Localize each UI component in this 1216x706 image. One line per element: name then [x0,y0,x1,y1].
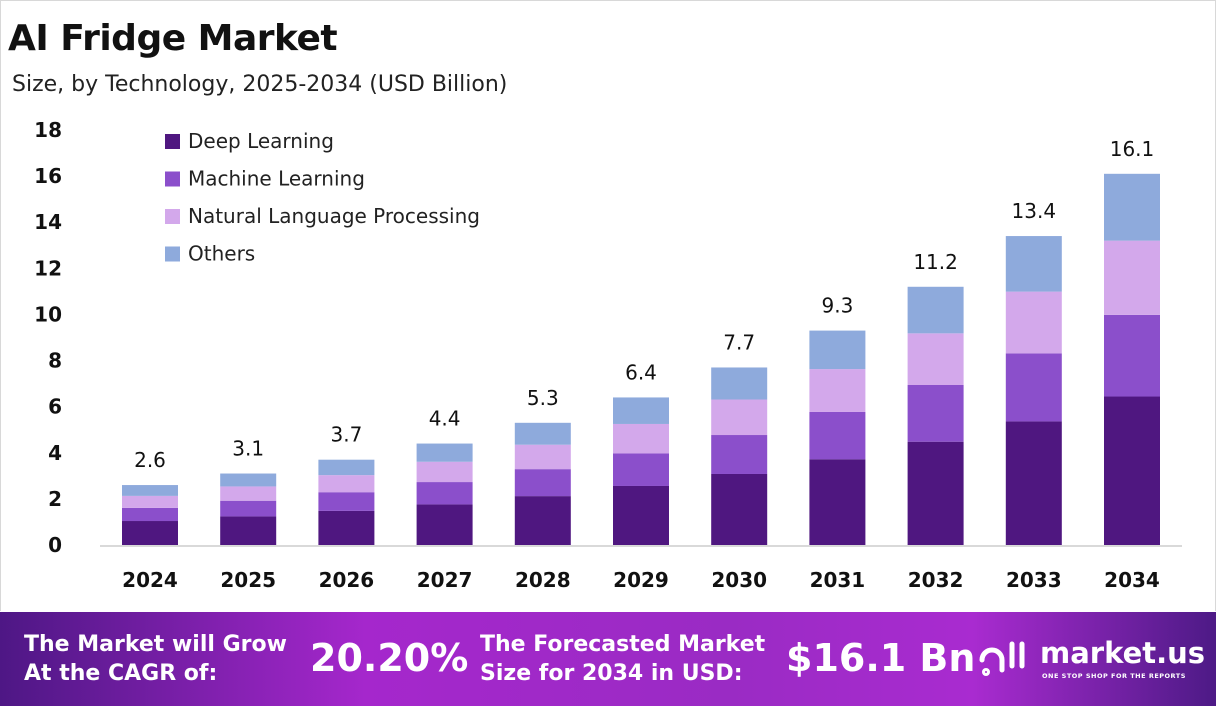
bar-segment [907,441,964,545]
bar-total-label: 2.6 [134,448,166,472]
x-tick-label: 2034 [1104,568,1160,592]
legend-swatch [165,134,180,149]
forecast-value: $16.1 Bn [786,636,976,680]
legend-label: Natural Language Processing [188,204,480,228]
bar-segment [1005,236,1062,292]
bar-segment [711,399,768,436]
bar-segment [809,330,866,370]
bar-segment [1005,421,1062,545]
bar-segment [514,469,571,497]
forecast-label-line1: The Forecasted Market [480,632,766,657]
bar-total-label: 3.1 [232,437,264,461]
stacked-bar-chart: 0 2 4 6 8 10 12 14 16 18 2.6 2024 3.1 2025 3.7 2026 4.4 2… [34,118,1182,592]
bar-segment [711,435,768,474]
bar-segment [220,500,277,517]
bar-segment [1005,353,1062,422]
y-tick-label: 4 [48,441,62,465]
bar-segment [220,516,277,545]
bar-segment [907,333,964,385]
brand-tagline: ONE STOP SHOP FOR THE REPORTS [1042,672,1186,680]
bar-total-label: 5.3 [527,386,559,410]
y-tick-label: 8 [48,349,62,373]
bar-total-label: 16.1 [1110,137,1155,161]
x-tick-label: 2030 [711,568,767,592]
x-tick-label: 2029 [613,568,669,592]
bar-segment [416,461,473,483]
bar-segment [809,369,866,412]
bar-segment [1104,396,1160,545]
legend-label: Others [188,242,255,266]
bar-segment [122,485,178,496]
bar-segment [1104,173,1160,241]
bar-segment [1005,291,1062,354]
bar-segment [514,422,571,445]
x-tick-label: 2026 [319,568,375,592]
bar-total-label: 9.3 [821,294,853,318]
bar-segment [711,473,768,545]
cagr-label-line1: The Market will Grow [24,632,287,657]
legend-swatch [165,171,180,187]
bar-segment [613,485,669,545]
brand-name: market.us [1040,636,1206,670]
bar-segment [613,453,669,486]
x-tick-label: 2033 [1006,568,1062,592]
bar-segment [1104,240,1160,315]
y-tick-label: 10 [34,302,62,326]
legend-label: Machine Learning [188,167,365,191]
bar-segment [416,443,473,462]
bar-segment [416,504,473,545]
y-tick-label: 2 [48,487,62,511]
x-tick-label: 2025 [220,568,276,592]
bar-segment [711,367,768,400]
x-tick-label: 2032 [908,568,964,592]
cagr-value: 20.20% [310,636,469,680]
bar-segment [1104,314,1160,397]
x-tick-label: 2027 [417,568,473,592]
x-tick-label: 2024 [122,568,178,592]
bar-total-label: 6.4 [625,360,657,384]
footer-banner: The Market will Grow At the CAGR of: 20.… [0,612,1216,706]
bar-segment [416,482,473,505]
cagr-label: The Market will Grow At the CAGR of: [24,630,287,688]
y-tick-label: 6 [48,395,62,419]
bar-segment [907,286,964,334]
market-us-logo-icon [979,641,1025,676]
bar-segment [613,397,669,424]
bar-total-label: 7.7 [723,330,755,354]
y-tick-label: 18 [34,118,62,142]
bar-segment [318,492,375,511]
forecast-label: The Forecasted Market Size for 2034 in U… [480,630,765,688]
bar-total-label: 3.7 [330,423,362,447]
bar-segment [907,384,964,442]
y-tick-label: 16 [34,164,62,188]
cagr-label-line2: At the CAGR of: [24,661,218,686]
bar-segment [122,521,178,545]
bar-segment [220,486,277,501]
legend-swatch [165,209,180,224]
bar-segment [514,496,571,545]
bar-total-label: 11.2 [913,250,958,274]
bar-total-label: 4.4 [429,407,461,431]
bar-segment [122,507,178,522]
x-tick-label: 2028 [515,568,571,592]
bar-segment [122,495,178,508]
chart-title: AI Fridge Market [8,18,338,59]
x-tick-label: 2031 [810,568,866,592]
bar-segment [613,423,669,454]
y-tick-label: 14 [34,210,62,234]
legend-swatch [165,246,180,262]
y-tick-label: 0 [48,533,62,557]
bar-segment [318,510,375,545]
bar-segment [318,475,375,493]
bar-segment [514,444,571,470]
bar-segment [318,459,375,476]
y-tick-label: 12 [34,256,62,280]
chart-subtitle: Size, by Technology, 2025-2034 (USD Bill… [12,72,508,97]
bar-total-label: 13.4 [1012,199,1057,223]
legend-label: Deep Learning [188,129,334,153]
bar-segment [809,411,866,460]
bar-segment [220,473,277,487]
forecast-label-line2: Size for 2034 in USD: [480,661,743,686]
bar-segment [809,459,866,545]
